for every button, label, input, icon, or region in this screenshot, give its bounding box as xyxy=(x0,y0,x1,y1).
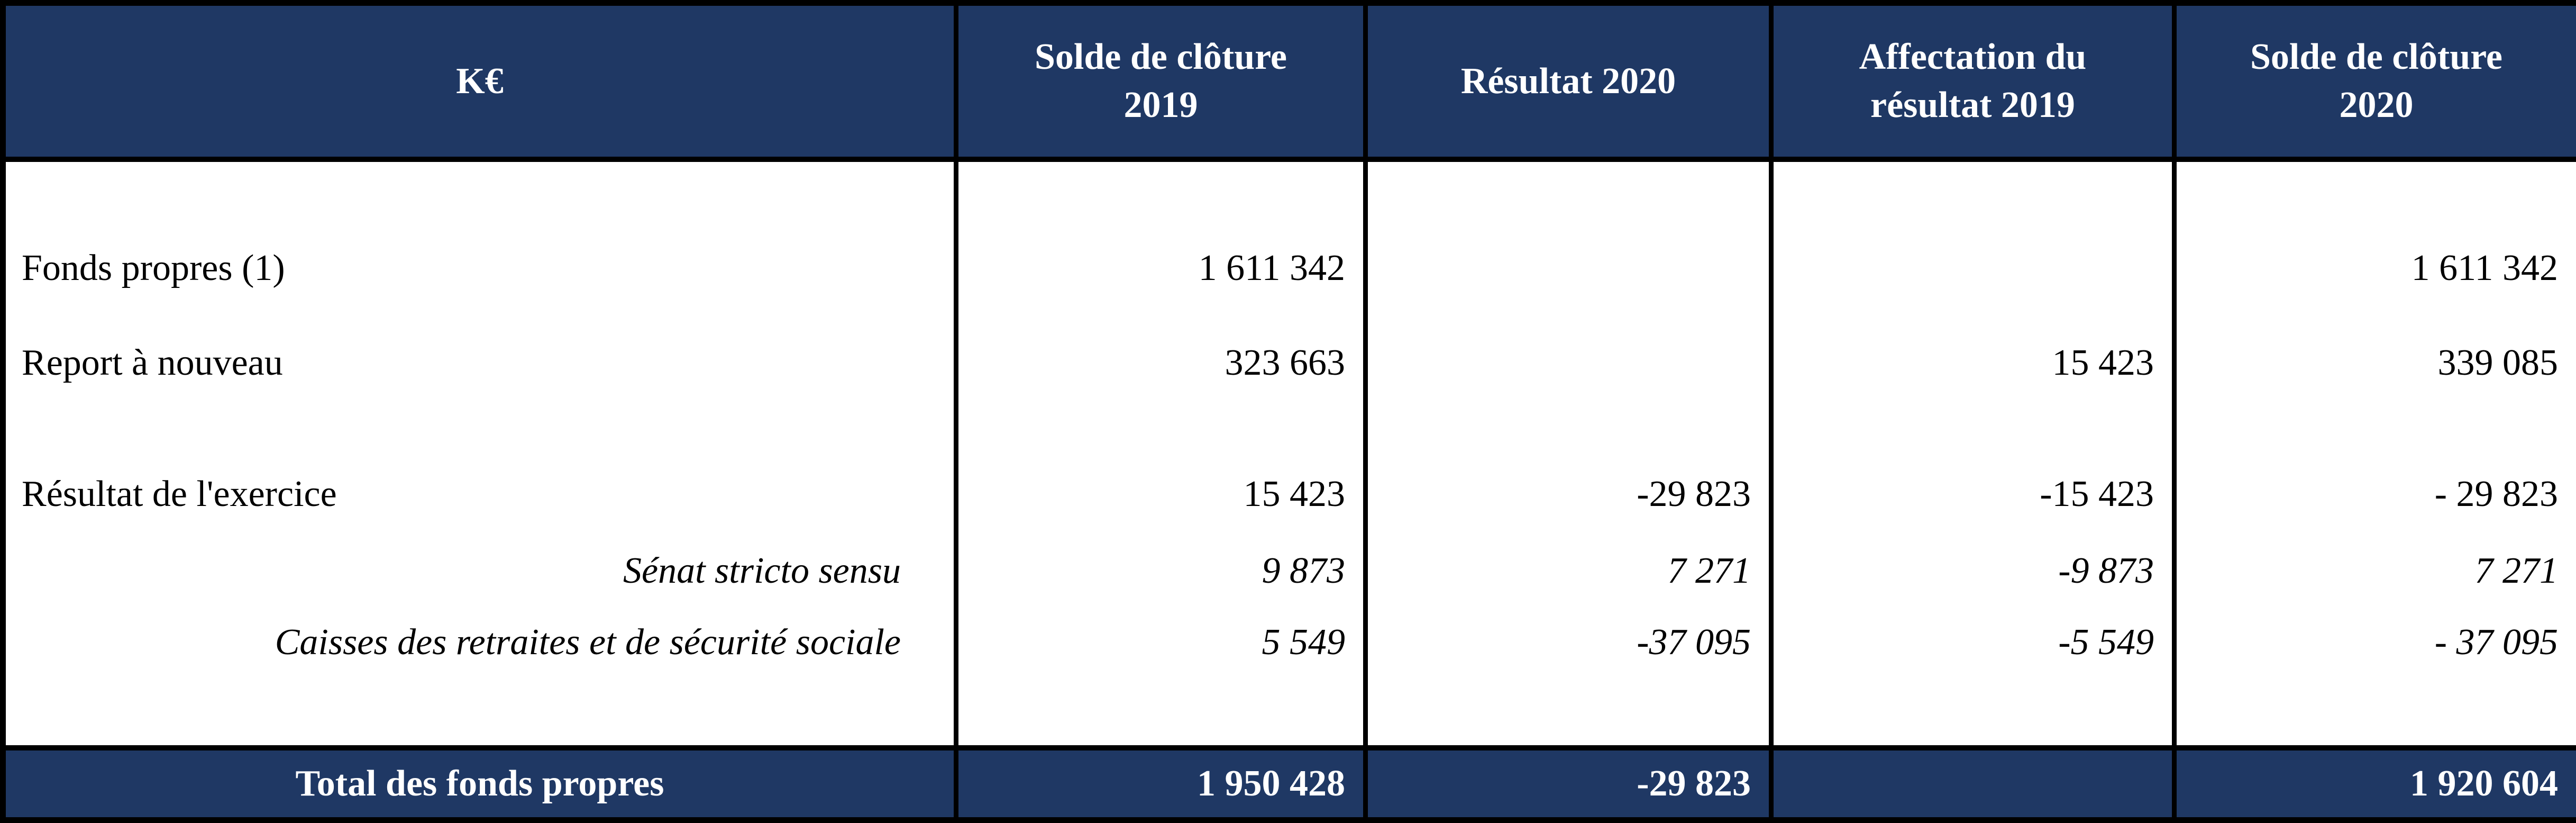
row-label: Caisses des retraites et de sécurité soc… xyxy=(3,607,956,679)
row-label: Fonds propres (1) xyxy=(3,223,956,314)
cell: 9 873 xyxy=(956,536,1366,607)
cell xyxy=(1771,412,2175,454)
cell: 15 423 xyxy=(1771,314,2175,412)
cell xyxy=(956,412,1366,454)
cell: -15 423 xyxy=(1771,454,2175,536)
cell xyxy=(2175,679,2576,748)
table-row-fonds-propres: Fonds propres (1) 1 611 342 1 611 342 xyxy=(3,223,2576,314)
cell: 7 271 xyxy=(1366,536,1771,607)
total-cell: -29 823 xyxy=(1366,748,1771,820)
spacer-row xyxy=(3,412,2576,454)
row-label: Report à nouveau xyxy=(3,314,956,412)
cell: -9 873 xyxy=(1771,536,2175,607)
cell xyxy=(956,159,1366,223)
cell: -5 549 xyxy=(1771,607,2175,679)
total-label: Total des fonds propres xyxy=(3,748,956,820)
cell: - 37 095 xyxy=(2175,607,2576,679)
cell: - 29 823 xyxy=(2175,454,2576,536)
cell xyxy=(1366,159,1771,223)
cell: 323 663 xyxy=(956,314,1366,412)
cell xyxy=(1366,412,1771,454)
cell: -37 095 xyxy=(1366,607,1771,679)
spacer-row xyxy=(3,679,2576,748)
total-cell: 1 920 604 xyxy=(2175,748,2576,820)
cell xyxy=(1366,679,1771,748)
cell: 339 085 xyxy=(2175,314,2576,412)
cell: 7 271 xyxy=(2175,536,2576,607)
column-header-solde-2019: Solde de clôture 2019 xyxy=(956,3,1366,159)
cell xyxy=(1771,679,2175,748)
cell xyxy=(956,679,1366,748)
cell xyxy=(1366,314,1771,412)
cell xyxy=(2175,412,2576,454)
row-label xyxy=(3,159,956,223)
cell: 15 423 xyxy=(956,454,1366,536)
total-cell xyxy=(1771,748,2175,820)
column-header-ke: K€ xyxy=(3,3,956,159)
row-label xyxy=(3,679,956,748)
cell xyxy=(2175,159,2576,223)
cell: 1 611 342 xyxy=(2175,223,2576,314)
cell xyxy=(1366,223,1771,314)
table-row-report-a-nouveau: Report à nouveau 323 663 15 423 339 085 xyxy=(3,314,2576,412)
row-label: Résultat de l'exercice xyxy=(3,454,956,536)
table-row-resultat-exercice: Résultat de l'exercice 15 423 -29 823 -1… xyxy=(3,454,2576,536)
table-row-senat-stricto-sensu: Sénat stricto sensu 9 873 7 271 -9 873 7… xyxy=(3,536,2576,607)
column-header-resultat-2020: Résultat 2020 xyxy=(1366,3,1771,159)
column-header-solde-2020: Solde de clôture 2020 xyxy=(2175,3,2576,159)
row-label: Sénat stricto sensu xyxy=(3,536,956,607)
table-row-caisses-retraites: Caisses des retraites et de sécurité soc… xyxy=(3,607,2576,679)
row-label xyxy=(3,412,956,454)
header-row: K€ Solde de clôture 2019 Résultat 2020 A… xyxy=(3,3,2576,159)
total-cell: 1 950 428 xyxy=(956,748,1366,820)
cell: 1 611 342 xyxy=(956,223,1366,314)
cell: -29 823 xyxy=(1366,454,1771,536)
spacer-row xyxy=(3,159,2576,223)
cell xyxy=(1771,223,2175,314)
column-header-affectation-2019: Affectation du résultat 2019 xyxy=(1771,3,2175,159)
cell: 5 549 xyxy=(956,607,1366,679)
total-row: Total des fonds propres 1 950 428 -29 82… xyxy=(3,748,2576,820)
cell xyxy=(1771,159,2175,223)
